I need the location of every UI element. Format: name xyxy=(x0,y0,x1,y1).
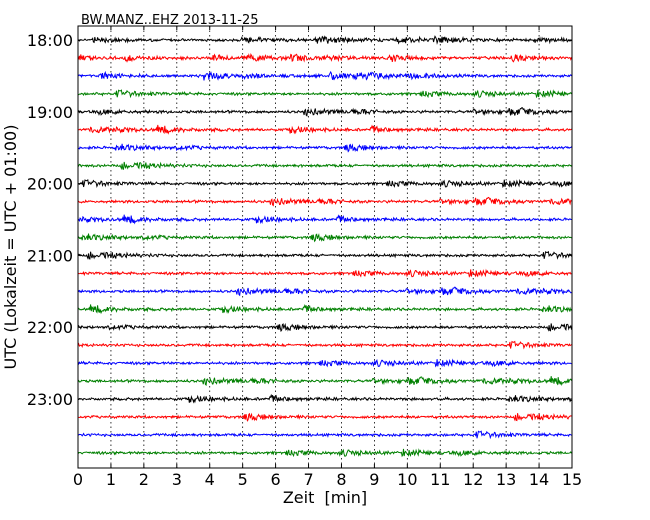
y-tick-label: 18:00 xyxy=(27,31,73,50)
trace-line xyxy=(77,107,572,117)
y-axis-label: UTC (Lokalzeit = UTC + 01:00) xyxy=(1,125,20,370)
trace-line xyxy=(77,430,572,440)
trace-line xyxy=(77,35,572,45)
y-tick-label: 20:00 xyxy=(27,175,73,194)
trace-line xyxy=(77,303,572,315)
trace-line xyxy=(77,196,572,207)
trace-line xyxy=(77,358,572,368)
x-axis-label: Zeit [min] xyxy=(283,488,367,507)
trace-line xyxy=(77,393,572,404)
x-axis-ticks: 0 1 2 3 4 5 6 7 8 9 10 11 12 13 14 15 xyxy=(73,26,582,489)
trace-line xyxy=(77,143,572,153)
trace-line xyxy=(77,376,572,387)
x-tick-label: 3 xyxy=(172,470,182,489)
y-tick-label: 22:00 xyxy=(27,318,73,337)
x-tick-label: 15 xyxy=(562,470,582,489)
vertical-grid xyxy=(110,26,540,468)
trace-line xyxy=(77,70,572,81)
trace-line xyxy=(77,161,572,171)
trace-line xyxy=(77,412,572,422)
trace-line xyxy=(77,178,572,188)
x-tick-label: 9 xyxy=(369,470,379,489)
trace-line xyxy=(77,340,572,350)
x-tick-label: 10 xyxy=(397,470,417,489)
x-tick-label: 12 xyxy=(463,470,483,489)
x-tick-label: 5 xyxy=(238,470,248,489)
trace-line xyxy=(77,53,572,63)
x-tick-label: 0 xyxy=(73,470,83,489)
x-tick-label: 11 xyxy=(430,470,450,489)
y-tick-label: 19:00 xyxy=(27,103,73,122)
plot-frame xyxy=(77,25,573,469)
seismic-traces xyxy=(77,35,572,458)
trace-line xyxy=(77,322,572,333)
trace-line xyxy=(77,268,572,278)
x-tick-label: 14 xyxy=(529,470,549,489)
trace-line xyxy=(77,286,572,297)
trace-line xyxy=(77,89,572,99)
x-tick-label: 1 xyxy=(106,470,116,489)
y-axis-ticks: 18:00 19:00 20:00 21:00 22:00 23:00 xyxy=(27,31,572,409)
trace-line xyxy=(77,233,572,243)
x-tick-label: 2 xyxy=(139,470,149,489)
y-tick-label: 21:00 xyxy=(27,246,73,265)
trace-line xyxy=(77,448,572,458)
trace-line xyxy=(77,214,572,225)
x-tick-label: 7 xyxy=(303,470,313,489)
trace-line xyxy=(77,124,572,135)
x-tick-label: 4 xyxy=(205,470,215,489)
x-tick-label: 13 xyxy=(496,470,516,489)
x-tick-label: 6 xyxy=(271,470,281,489)
x-tick-label: 8 xyxy=(336,470,346,489)
trace-line xyxy=(77,250,572,260)
y-tick-label: 23:00 xyxy=(27,390,73,409)
chart-title: BW.MANZ..EHZ 2013-11-25 xyxy=(81,13,259,28)
